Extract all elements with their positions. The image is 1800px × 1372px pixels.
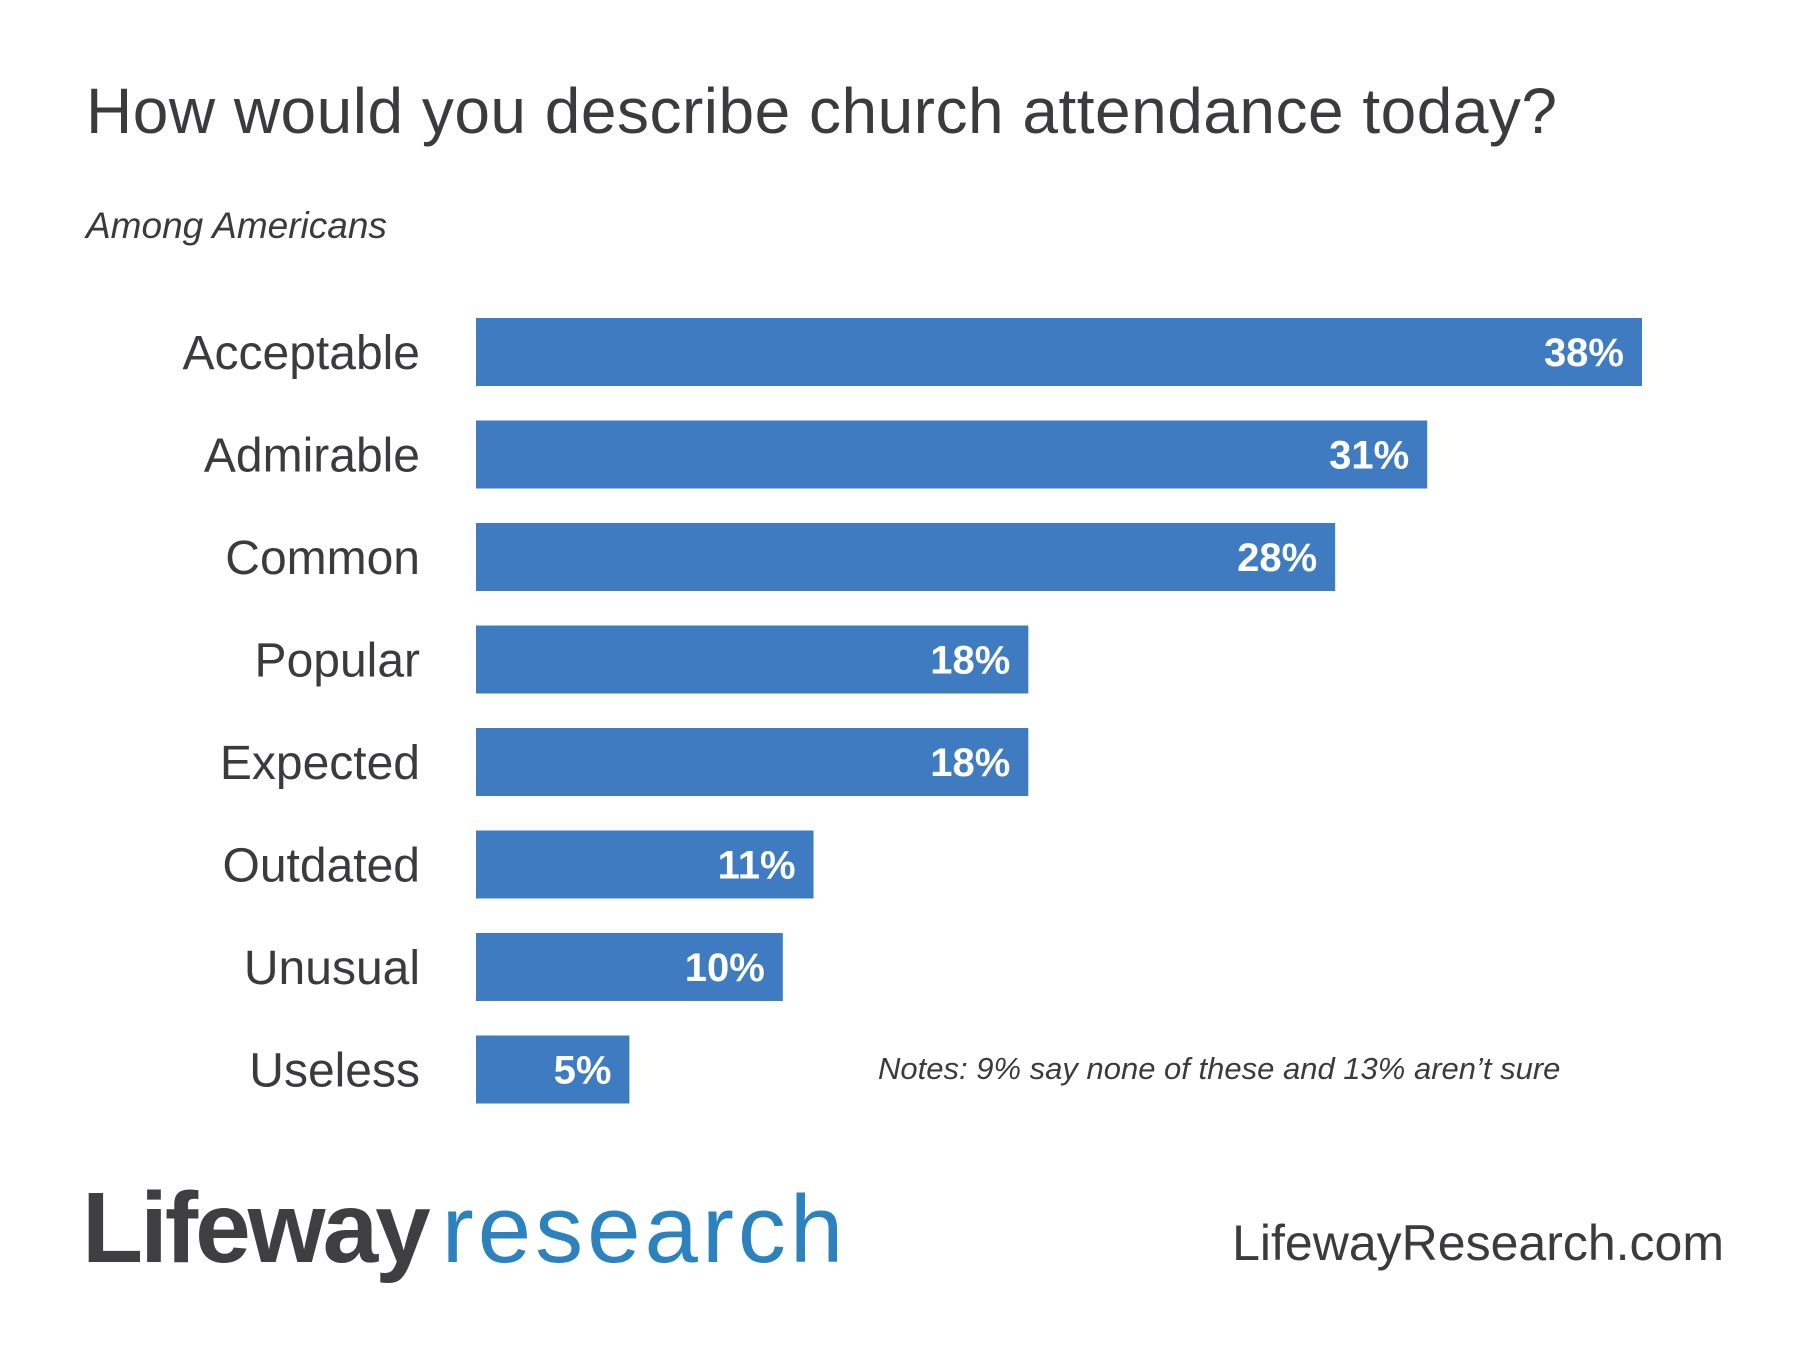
bar-admirable [476,420,1428,489]
bar-outdated [476,830,814,899]
bar-acceptable [476,318,1642,386]
bar-popular [476,625,1029,694]
bar-expected [476,728,1029,796]
category-label-common: Common [225,532,420,585]
category-label-acceptable: Acceptable [183,327,421,380]
value-label-admirable: 31% [1329,434,1409,478]
value-label-useless: 5% [554,1049,612,1093]
chart-subtitle: Among Americans [86,205,387,246]
category-label-useless: Useless [249,1045,420,1098]
logo-lifeway-text: Lifeway [82,1172,431,1284]
bar-unusual [476,933,783,1001]
website-link[interactable]: LifewayResearch.com [1232,1215,1724,1271]
category-label-popular: Popular [255,635,420,688]
chart-title: How would you describe church attendance… [86,75,1558,147]
category-label-outdated: Outdated [223,840,420,893]
bar-useless [476,1035,630,1104]
category-label-expected: Expected [220,737,420,790]
logo-research-text: research [441,1176,848,1283]
lifeway-research-logo: Lifeway research [82,1178,847,1278]
value-label-common: 28% [1237,536,1317,580]
chart-notes: Notes: 9% say none of these and 13% aren… [878,1051,1561,1086]
value-label-popular: 18% [930,639,1010,683]
value-label-unusual: 10% [685,946,765,990]
category-label-admirable: Admirable [204,430,420,483]
value-label-expected: 18% [930,741,1010,785]
value-label-acceptable: 38% [1544,331,1624,375]
value-label-outdated: 11% [718,844,796,888]
category-label-unusual: Unusual [244,942,420,995]
bar-common [476,523,1336,591]
